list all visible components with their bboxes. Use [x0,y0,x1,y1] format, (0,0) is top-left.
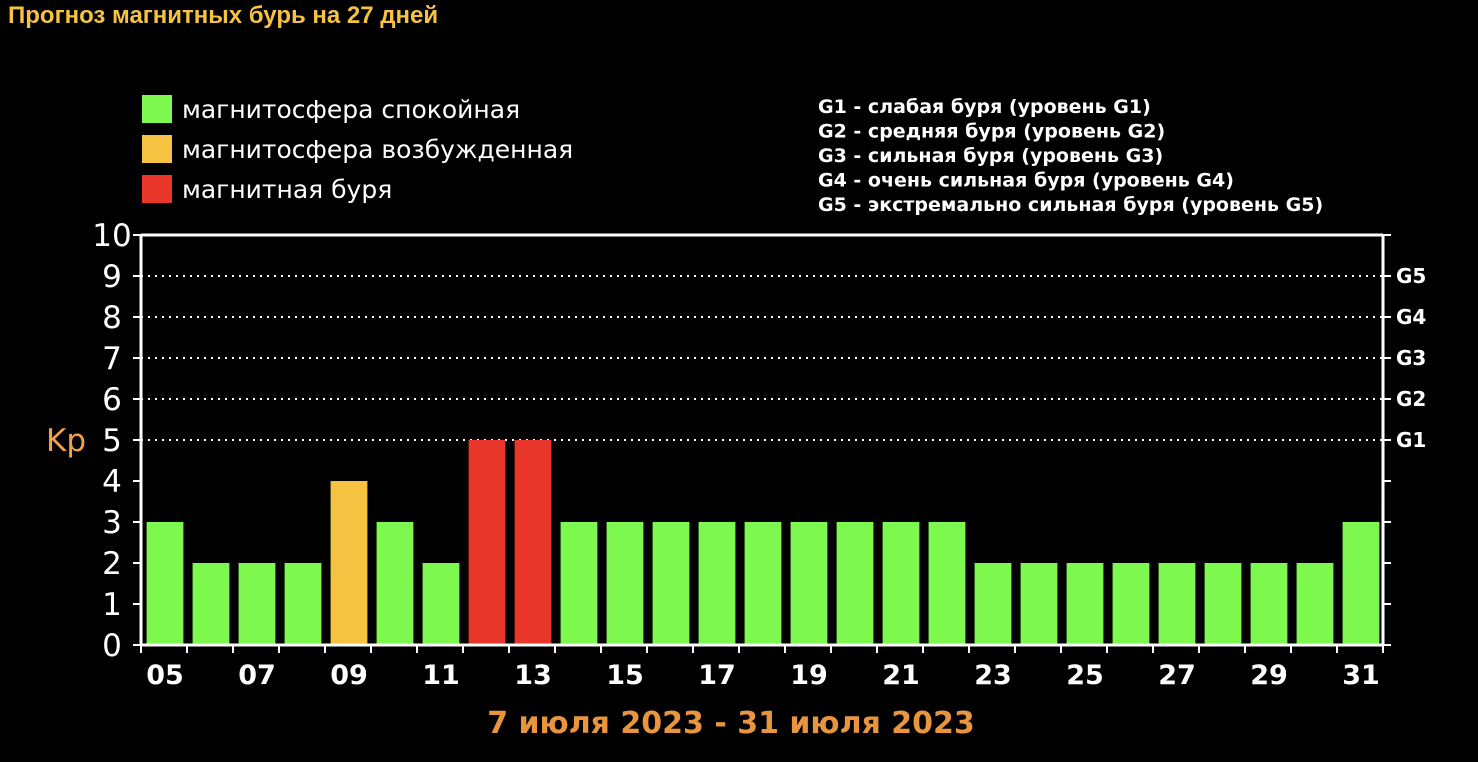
g-level-label: G5 [1396,264,1426,288]
legend-item-label: магнитная буря [182,175,392,204]
bar-15 [606,522,644,645]
x-tick-labels: 05 07 09 11 13 15 17 19 21 23 25 27 29 31 [146,660,1380,691]
bar-05 [146,522,184,645]
bar-11 [422,563,460,645]
legend-swatch [142,135,172,163]
bar-09 [330,481,368,645]
x-tick-label: 21 [882,660,920,691]
bar-14 [560,522,598,645]
legend: магнитосфера спокойная магнитосфера возбу… [142,95,573,204]
bar-29 [1250,563,1288,645]
date-range-label: 7 июля 2023 - 31 июля 2023 [487,706,975,741]
bar-07 [238,563,276,645]
g-level-label: G2 [1396,387,1426,411]
y-tick-label: 10 [92,218,131,254]
bar-16 [652,522,690,645]
bar-12 [468,440,506,645]
storm-level-text: G1 - слабая буря (уровень G1) [818,96,1151,118]
x-tick-label: 07 [238,660,276,691]
bars [146,440,1380,645]
storm-level-text: G2 - средняя буря (уровень G2) [818,121,1165,143]
x-tick-label: 13 [514,660,552,691]
y-tick-label: 9 [102,259,122,295]
legend-swatch [142,175,172,203]
y-tick-label: 4 [102,464,122,500]
g-level-label: G3 [1396,346,1426,370]
bar-30 [1296,563,1334,645]
y-tick-label: 8 [102,300,122,336]
bar-23 [974,563,1012,645]
y-tick-label: 0 [102,628,122,664]
storm-level-descriptions: G1 - слабая буря (уровень G1) G2 - средня… [818,96,1323,216]
legend-swatch [142,95,172,123]
bar-21 [882,522,920,645]
x-tick-label: 29 [1250,660,1288,691]
bar-26 [1112,563,1150,645]
bar-10 [376,522,414,645]
bar-27 [1158,563,1196,645]
grid-lines [141,275,1383,441]
bar-19 [790,522,828,645]
legend-item-label: магнитосфера возбужденная [182,135,573,164]
bar-24 [1020,563,1058,645]
x-tick-label: 17 [698,660,736,691]
bar-06 [192,563,230,645]
g-level-label: G1 [1396,428,1426,452]
y-tick-labels: 0 1 2 3 4 5 6 7 8 9 10 [92,218,131,664]
bar-08 [284,563,322,645]
storm-level-text: G5 - экстремально сильная буря (уровень … [818,194,1323,216]
x-tick-label: 31 [1342,660,1380,691]
x-tick-label: 27 [1158,660,1196,691]
bar-17 [698,522,736,645]
legend-item-label: магнитосфера спокойная [182,95,520,124]
y-tick-label: 3 [102,505,122,541]
bar-31 [1342,522,1380,645]
y-tick-label: 2 [102,546,122,582]
g-level-tick-labels: G1 G2 G3 G4 G5 [1396,264,1426,452]
bar-20 [836,522,874,645]
axes [133,233,1391,653]
y-tick-label: 5 [102,423,122,459]
x-tick-label: 19 [790,660,828,691]
x-tick-label: 23 [974,660,1012,691]
bar-22 [928,522,966,645]
storm-level-text: G3 - сильная буря (уровень G3) [818,145,1163,167]
x-tick-label: 11 [422,660,460,691]
x-tick-label: 15 [606,660,644,691]
page-title: Прогноз магнитных бурь на 27 дней [8,2,439,29]
x-tick-label: 09 [330,660,368,691]
storm-level-text: G4 - очень сильная буря (уровень G4) [818,170,1234,192]
y-tick-label: 7 [102,341,122,377]
y-tick-label: 6 [102,382,122,418]
x-tick-label: 25 [1066,660,1104,691]
bar-13 [514,440,552,645]
y-tick-label: 1 [102,587,122,623]
bar-18 [744,522,782,645]
x-tick-label: 05 [146,660,184,691]
bar-25 [1066,563,1104,645]
bar-28 [1204,563,1242,645]
g-level-label: G4 [1396,305,1426,329]
y-axis-label: Kp [46,423,86,459]
